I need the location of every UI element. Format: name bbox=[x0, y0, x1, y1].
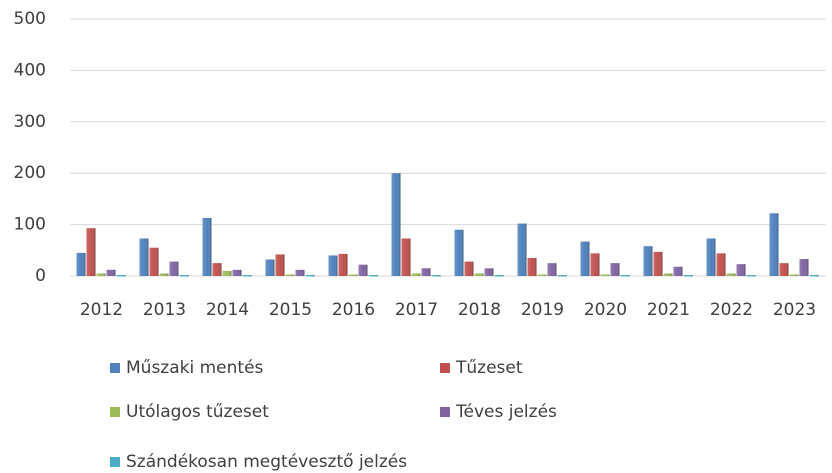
bar-shade bbox=[328, 255, 338, 276]
x-tick-label: 2015 bbox=[269, 300, 312, 320]
legend-swatch bbox=[110, 457, 120, 467]
legend-swatch bbox=[440, 407, 450, 417]
bar-shade bbox=[789, 274, 799, 276]
legend-label: Tűzeset bbox=[455, 358, 523, 378]
bar-shade bbox=[673, 266, 683, 276]
bar-shade bbox=[179, 274, 189, 277]
bar-shade bbox=[358, 264, 368, 276]
bar-shade bbox=[580, 241, 590, 276]
bar-shade bbox=[401, 238, 411, 276]
x-tick-label: 2012 bbox=[80, 300, 123, 320]
bar-shade bbox=[683, 274, 693, 277]
bar-shade bbox=[527, 258, 537, 276]
x-tick-label: 2019 bbox=[521, 300, 564, 320]
bar-shade bbox=[139, 238, 149, 276]
bar-shade bbox=[116, 274, 126, 277]
bar-shade bbox=[305, 274, 315, 277]
bar-shade bbox=[265, 259, 275, 276]
bar-shade bbox=[242, 274, 252, 277]
bar-shade bbox=[464, 261, 474, 276]
legend-label: Műszaki mentés bbox=[126, 358, 264, 378]
bar-shade bbox=[338, 253, 348, 276]
bar-shade bbox=[726, 273, 736, 276]
bar-shade bbox=[149, 247, 159, 276]
bar-shade bbox=[809, 274, 819, 277]
y-tick-label: 200 bbox=[14, 163, 46, 183]
x-tick-label: 2013 bbox=[143, 300, 186, 320]
legend-label: Szándékosan megtévesztő jelzés bbox=[126, 452, 407, 472]
x-tick-label: 2014 bbox=[206, 300, 249, 320]
x-tick-label: 2023 bbox=[773, 300, 816, 320]
bar-shade bbox=[454, 229, 464, 276]
bar-shade bbox=[716, 253, 726, 276]
bar-shade bbox=[212, 263, 222, 276]
x-tick-label: 2020 bbox=[584, 300, 627, 320]
bar-shade bbox=[106, 269, 116, 276]
bar-shade bbox=[169, 261, 179, 276]
bar-shade bbox=[537, 274, 547, 276]
bar-shade bbox=[232, 269, 242, 276]
bar-shade bbox=[663, 273, 673, 276]
bar-shade bbox=[368, 274, 378, 277]
bar-shade bbox=[76, 252, 86, 276]
bar-shade bbox=[484, 268, 494, 276]
bar-shade bbox=[159, 273, 169, 276]
bar-shade bbox=[620, 274, 630, 277]
bar-shade bbox=[643, 246, 653, 276]
bar-shade bbox=[348, 274, 358, 276]
y-tick-label: 400 bbox=[14, 60, 46, 80]
bar-shade bbox=[494, 274, 504, 277]
bar-shade bbox=[421, 268, 431, 276]
bar-shade bbox=[736, 264, 746, 276]
bar-shade bbox=[431, 274, 441, 277]
x-tick-label: 2021 bbox=[647, 300, 690, 320]
bar-shade bbox=[779, 263, 789, 276]
legend-swatch bbox=[440, 363, 450, 373]
bar-shade bbox=[96, 273, 106, 276]
y-tick-label: 0 bbox=[35, 266, 46, 286]
legend-label: Utólagos tűzeset bbox=[126, 402, 269, 422]
bar-shade bbox=[285, 274, 295, 276]
bar-shade bbox=[610, 263, 620, 276]
bar-shade bbox=[799, 259, 809, 276]
bar-shade bbox=[411, 273, 421, 276]
bar-shade bbox=[222, 270, 232, 276]
bar-shade bbox=[706, 238, 716, 276]
bar-shade bbox=[600, 274, 610, 276]
bar-shade bbox=[746, 274, 756, 277]
y-tick-label: 100 bbox=[14, 215, 46, 235]
bar-shade bbox=[391, 173, 401, 276]
bar-shade bbox=[547, 263, 557, 276]
bar-shade bbox=[517, 223, 527, 276]
y-tick-label: 500 bbox=[14, 9, 46, 29]
bar-shade bbox=[275, 254, 285, 276]
legend-swatch bbox=[110, 363, 120, 373]
x-tick-label: 2017 bbox=[395, 300, 438, 320]
x-tick-label: 2022 bbox=[710, 300, 753, 320]
legend-swatch bbox=[110, 407, 120, 417]
bar-shade bbox=[202, 217, 212, 276]
x-tick-label: 2016 bbox=[332, 300, 375, 320]
bar-shade bbox=[653, 251, 663, 276]
bar-shade bbox=[295, 269, 305, 276]
bar-shade bbox=[474, 273, 484, 276]
bar-shade bbox=[86, 228, 96, 276]
x-tick-label: 2018 bbox=[458, 300, 501, 320]
legend-label: Téves jelzés bbox=[455, 402, 557, 422]
bar-shade bbox=[769, 213, 779, 276]
bar-shade bbox=[590, 253, 600, 276]
bar-shade bbox=[557, 274, 567, 277]
y-tick-label: 300 bbox=[14, 112, 46, 132]
